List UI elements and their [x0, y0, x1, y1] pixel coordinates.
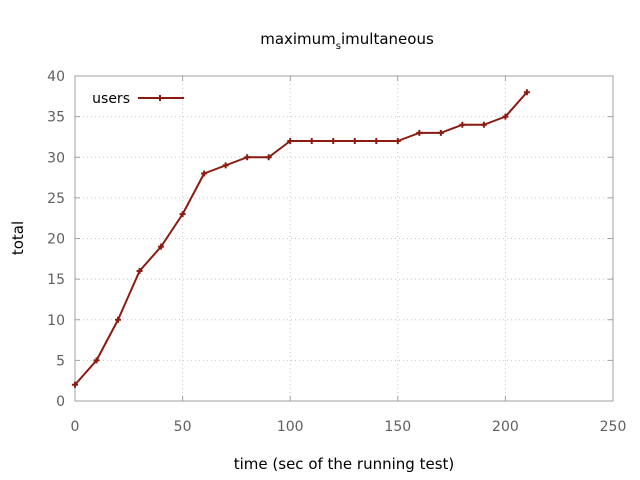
data-point	[115, 316, 122, 323]
legend-label: users	[92, 91, 130, 107]
data-point	[244, 154, 251, 161]
grid-lines	[75, 76, 613, 401]
data-point	[480, 121, 487, 128]
data-point	[287, 138, 294, 144]
y-tick-label: 0	[56, 394, 65, 410]
y-tick-label: 25	[47, 191, 65, 207]
x-tick-label: 0	[71, 419, 80, 435]
data-point	[222, 162, 229, 169]
data-point	[394, 138, 401, 144]
data-point	[158, 243, 165, 250]
chart-title-tail: imultaneous	[341, 30, 434, 48]
x-tick-label: 150	[384, 419, 411, 435]
data-point	[373, 138, 380, 144]
data-point	[136, 268, 143, 274]
series-line-users	[74, 91, 528, 386]
y-tick-label: 40	[47, 69, 65, 85]
data-point	[351, 138, 358, 144]
y-tick-label: 30	[47, 150, 65, 166]
data-point	[72, 381, 78, 388]
data-point	[201, 170, 208, 177]
data-point	[459, 121, 466, 128]
data-point	[330, 138, 337, 144]
data-point	[308, 138, 315, 144]
chart-title-subscript: s	[336, 41, 341, 52]
x-tick-label: 250	[600, 419, 627, 435]
legend: users	[92, 91, 184, 107]
x-tick-label: 100	[277, 419, 304, 435]
y-tick-label: 10	[47, 313, 65, 329]
y-tick-label: 15	[47, 272, 65, 288]
data-point	[93, 357, 100, 364]
chart-title: maximumsimultaneous	[260, 30, 434, 52]
data-point	[265, 154, 272, 161]
x-tick-label: 200	[492, 419, 519, 435]
chart-title-main: maximum	[260, 30, 336, 48]
legend-marker	[157, 95, 163, 101]
x-axis-title: time (sec of the running test)	[234, 455, 455, 473]
y-tick-label: 20	[47, 232, 65, 248]
data-point	[437, 129, 444, 136]
data-point	[502, 113, 509, 120]
y-axis-title: total	[9, 221, 27, 255]
data-point	[416, 129, 423, 136]
x-tick-label: 50	[174, 419, 192, 435]
data-point	[523, 89, 530, 96]
axis-ticks: 0 50 100 150 200 250 0 5 10 15 20 25 30 35 40	[47, 69, 626, 435]
y-tick-label: 5	[56, 353, 65, 369]
data-point	[179, 211, 186, 218]
y-tick-label: 35	[47, 110, 65, 126]
series-layer	[72, 89, 530, 388]
